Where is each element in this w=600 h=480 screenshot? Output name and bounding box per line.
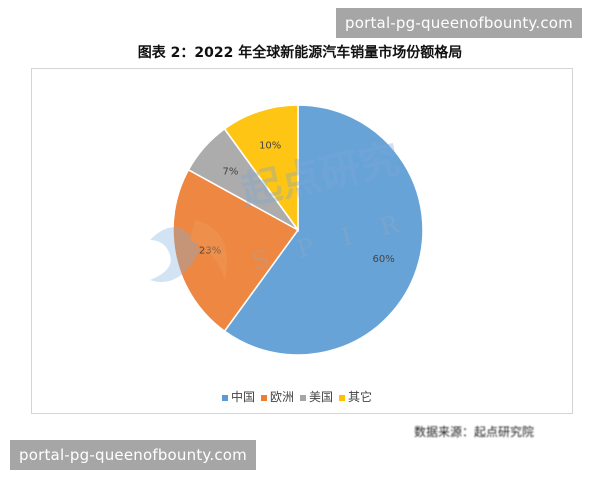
legend: 中国 欧洲 美国 其它 xyxy=(222,388,372,405)
chart-title: 图表 2：2022 年全球新能源汽车销量市场份额格局 xyxy=(137,45,463,61)
slice-label-0: 60% xyxy=(372,254,394,265)
legend-item-europe: 欧洲 xyxy=(261,388,294,405)
slice-label-2: 7% xyxy=(223,166,239,177)
watermark-top: portal-pg-queenofbounty.com xyxy=(336,8,582,38)
pie-slice-3 xyxy=(223,104,299,233)
slice-label-1: 23% xyxy=(199,246,221,257)
legend-item-china: 中国 xyxy=(222,388,255,405)
data-source: 数据来源：起点研究院 xyxy=(414,425,535,439)
pie-slice-0 xyxy=(223,104,424,356)
legend-item-other: 其它 xyxy=(339,388,372,405)
watermark-bottom: portal-pg-queenofbounty.com xyxy=(10,440,256,470)
chart-frame xyxy=(31,68,573,414)
pie-slice-1 xyxy=(172,168,300,333)
slice-label-3: 10% xyxy=(259,140,281,151)
legend-item-usa: 美国 xyxy=(300,388,333,405)
